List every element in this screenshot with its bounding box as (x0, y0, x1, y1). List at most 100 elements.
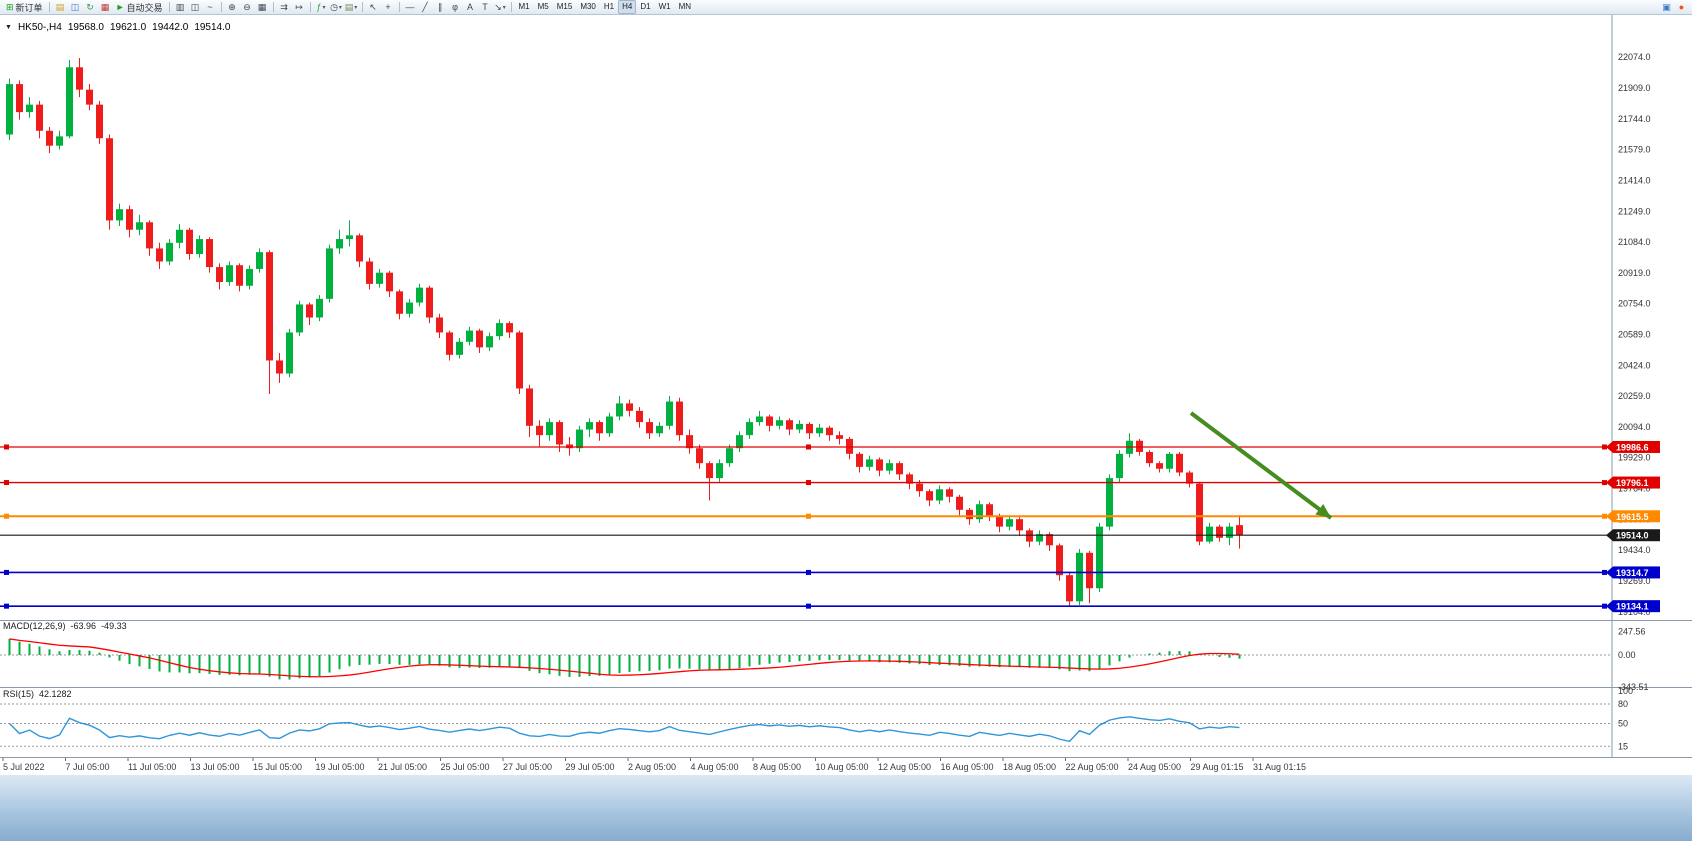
new-order-button[interactable]: ⊞ 新订单 (3, 1, 46, 14)
periods-icon[interactable]: ◷ ▾ (329, 1, 344, 14)
svg-text:21579.0: 21579.0 (1618, 145, 1651, 155)
line-handle[interactable] (1602, 513, 1607, 519)
svg-text:10 Aug 05:00: 10 Aug 05:00 (816, 762, 869, 772)
line-handle[interactable] (806, 444, 811, 450)
text-icon[interactable]: A (463, 1, 478, 14)
rsi-title: RSI(15) (3, 689, 35, 699)
alert-badge-icon-glyph: ● (1678, 1, 1685, 12)
periods-icon-glyph: ◷ (330, 1, 338, 12)
text-label-icon-glyph: T (482, 1, 488, 12)
chart-shift-icon-glyph: ↦ (295, 1, 303, 12)
timeframe-button-m30[interactable]: M30 (580, 2, 596, 11)
line-handle[interactable] (4, 480, 9, 486)
auto-trading-glyph: ► (115, 1, 125, 12)
timeframe-button-m5[interactable]: M5 (537, 2, 549, 11)
horizontal-line-icon[interactable]: — (403, 1, 418, 14)
chart-windows-icon-glyph: ▣ (1662, 1, 1671, 12)
svg-text:21249.0: 21249.0 (1618, 206, 1651, 216)
indicators-icon[interactable]: ƒ ▾ (314, 1, 329, 14)
market-watch-icon-glyph: ▦ (100, 1, 110, 12)
line-handle[interactable] (806, 480, 811, 486)
line-handle[interactable] (806, 569, 811, 575)
line-handle[interactable] (806, 513, 811, 519)
zoom-in-icon[interactable]: ⊕ (225, 1, 240, 14)
line-handle[interactable] (4, 569, 9, 575)
timeframe-button-mn[interactable]: MN (678, 2, 692, 11)
line-handle[interactable] (1602, 603, 1607, 609)
bar-chart-icon-glyph: ▥ (175, 1, 185, 12)
candlestick-chart-icon[interactable]: ◫ (188, 1, 203, 14)
line-chart-icon[interactable]: ~ (203, 1, 218, 14)
timeframe-button-d1[interactable]: D1 (640, 2, 651, 11)
templates-icon[interactable]: ▤ ▾ (344, 1, 359, 14)
svg-text:4 Aug 05:00: 4 Aug 05:00 (691, 762, 739, 772)
line-handle[interactable] (4, 444, 9, 450)
svg-text:12 Aug 05:00: 12 Aug 05:00 (878, 762, 931, 772)
timeframe-button-h1[interactable]: H1 (603, 2, 615, 11)
line-handle[interactable] (806, 603, 811, 609)
svg-text:20424.0: 20424.0 (1618, 360, 1651, 370)
chart-shift-icon[interactable]: ↦ (292, 1, 307, 14)
line-handle[interactable] (4, 603, 9, 609)
price-chart[interactable]: 22074.0 21909.0 21744.0 21579.0 21414.0 21249… (0, 15, 1692, 775)
svg-text:2 Aug 05:00: 2 Aug 05:00 (628, 762, 676, 772)
fibonacci-icon[interactable]: φ (448, 1, 463, 14)
new-order-glyph: ⊞ (6, 1, 14, 12)
trendline-icon[interactable]: ╱ (418, 1, 433, 14)
line-handle[interactable] (1602, 569, 1607, 575)
market-watch-icon[interactable]: ▦ (98, 1, 113, 14)
trend-arrow[interactable] (1189, 411, 1333, 520)
svg-text:25 Jul 05:00: 25 Jul 05:00 (441, 762, 490, 772)
svg-text:7 Jul 05:00: 7 Jul 05:00 (66, 762, 110, 772)
svg-text:19269.0: 19269.0 (1618, 576, 1651, 586)
alert-badge-icon[interactable]: ● (1674, 1, 1689, 14)
cursor-icon-glyph: ↖ (369, 1, 377, 12)
bar-chart-icon[interactable]: ▥ (173, 1, 188, 14)
chart-collapse-icon[interactable]: ▼ (5, 24, 12, 31)
text-icon-glyph: A (466, 1, 473, 12)
toolbar-separator (398, 2, 400, 12)
time-axis[interactable] (0, 758, 1692, 775)
svg-text:19134.1: 19134.1 (1616, 602, 1649, 612)
text-label-icon[interactable]: T (478, 1, 493, 14)
svg-text:31 Aug 01:15: 31 Aug 01:15 (1253, 762, 1306, 772)
svg-text:15: 15 (1618, 741, 1628, 751)
svg-text:5 Jul 2022: 5 Jul 2022 (3, 762, 45, 772)
timeframe-button-m1[interactable]: M1 (518, 2, 530, 11)
indicators-icon-glyph: ƒ (316, 1, 322, 12)
macd-signal-value: -49.33 (101, 621, 127, 631)
refresh-icon[interactable]: ↻ (83, 1, 98, 14)
timeframe-button-h4[interactable]: H4 (618, 0, 637, 14)
svg-text:13 Jul 05:00: 13 Jul 05:00 (191, 762, 240, 772)
profile-icon[interactable]: ◫ (68, 1, 83, 14)
templates-icon-glyph: ▤ (344, 1, 354, 12)
channel-icon[interactable]: ∥ (433, 1, 448, 14)
price-label-19314.7 (1613, 566, 1660, 579)
svg-text:20919.0: 20919.0 (1618, 268, 1651, 278)
zoom-out-icon[interactable]: ⊖ (240, 1, 255, 14)
price-axis[interactable] (1612, 15, 1692, 757)
cursor-icon[interactable]: ↖ (366, 1, 381, 14)
refresh-icon-glyph: ↻ (86, 1, 94, 12)
charts-icon[interactable]: ▤ (53, 1, 68, 14)
timeframe-button-m15[interactable]: M15 (556, 2, 573, 11)
arrows-icon[interactable]: ↘ ▾ (493, 1, 508, 14)
toolbar-separator (510, 2, 512, 12)
tile-windows-icon[interactable]: ▦ (255, 1, 270, 14)
chart-header: ▼ HK50-,H4 19568.0 19621.0 19442.0 19514… (5, 22, 230, 33)
svg-text:24 Aug 05:00: 24 Aug 05:00 (1128, 762, 1181, 772)
line-handle[interactable] (4, 513, 9, 519)
auto-scroll-icon[interactable]: ⇉ (277, 1, 292, 14)
line-handle[interactable] (1602, 480, 1607, 486)
auto-trading-button[interactable]: ► 自动交易 (113, 1, 166, 14)
price-label-19796.1 (1613, 476, 1660, 489)
price-label-19134.1 (1613, 600, 1660, 613)
toolbar-separator (361, 2, 363, 12)
price-label-notch (1606, 476, 1613, 489)
crosshair-icon[interactable]: + (381, 1, 396, 14)
line-handle[interactable] (1602, 444, 1607, 450)
chart-windows-icon[interactable]: ▣ (1659, 1, 1674, 14)
macd-main-value: -63.96 (70, 621, 97, 631)
timeframe-button-w1[interactable]: W1 (658, 2, 671, 11)
auto-scroll-icon-glyph: ⇉ (280, 1, 288, 12)
